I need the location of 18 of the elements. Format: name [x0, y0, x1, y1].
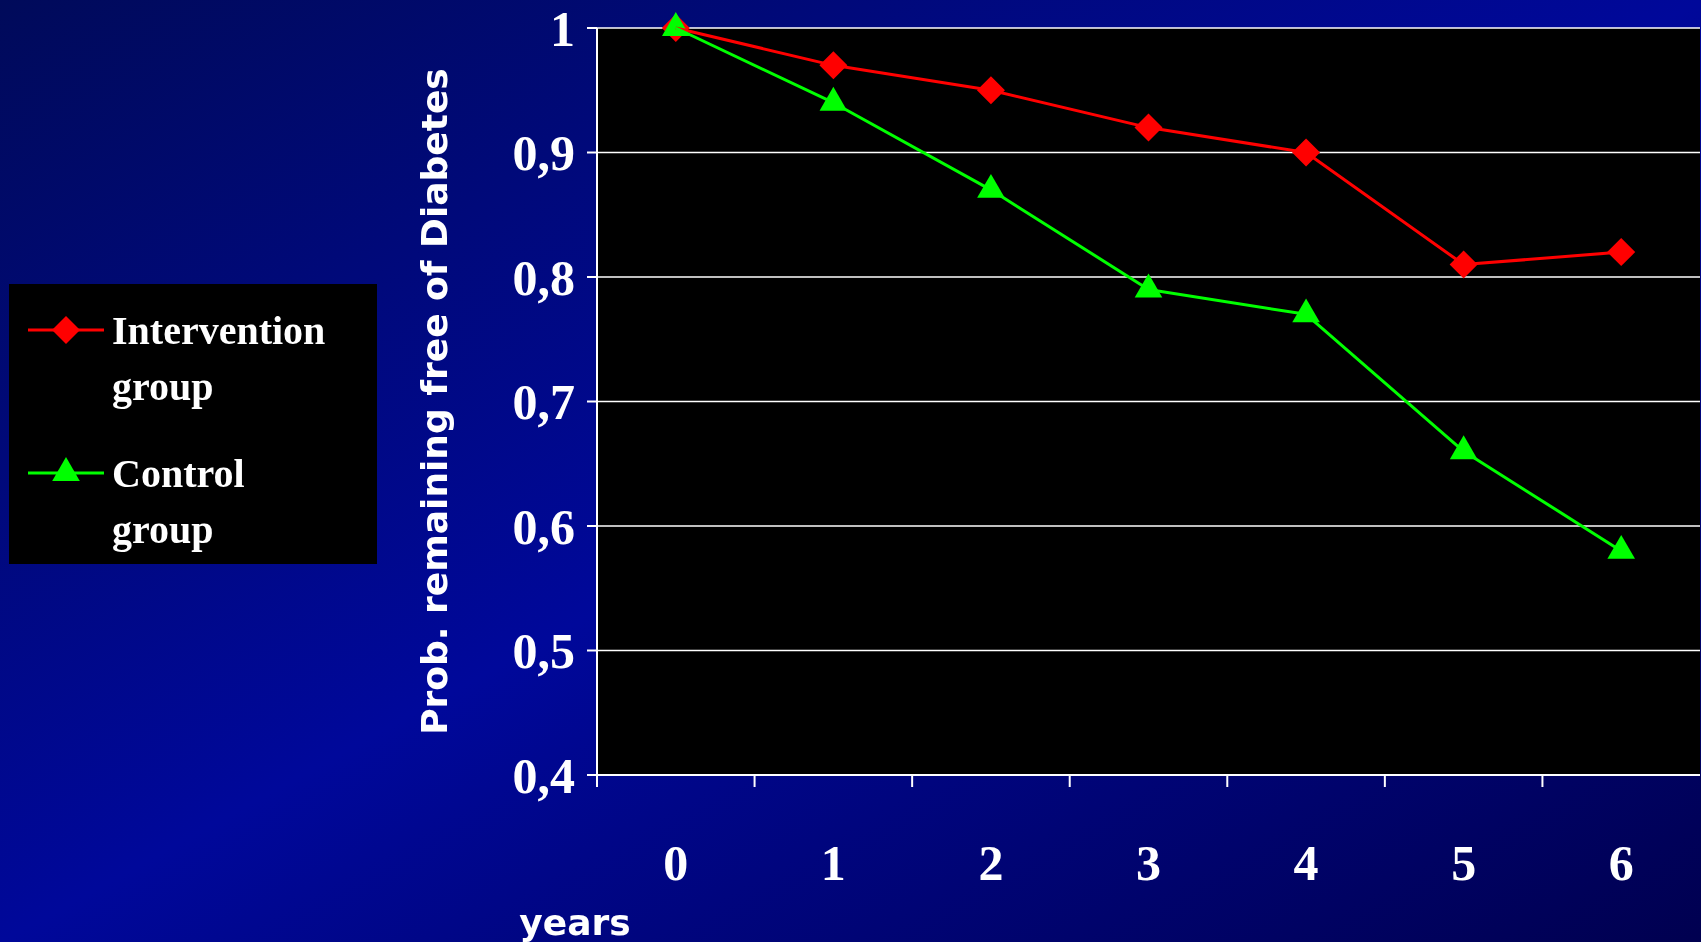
- y-axis-title: Prob. remaining free of Diabetes: [414, 68, 455, 735]
- y-tick-label: 0,4: [512, 747, 575, 804]
- x-tick-label: 1: [820, 835, 846, 891]
- y-tick-label: 1: [550, 0, 575, 57]
- x-tick-label: 6: [1608, 835, 1634, 891]
- y-tick-label: 0,5: [512, 623, 575, 679]
- x-tick-label: 0: [663, 835, 689, 891]
- legend-label: Control group: [112, 451, 245, 552]
- legend-label: Intervention group: [112, 308, 326, 409]
- x-tick-label: 3: [1136, 835, 1161, 891]
- y-tick-label: 0,6: [512, 498, 575, 555]
- y-tick-label: 0,7: [512, 374, 575, 430]
- x-tick-label: 2: [978, 835, 1004, 891]
- x-tick-label: 5: [1451, 835, 1477, 891]
- y-tick-label: 0,8: [512, 249, 575, 306]
- y-tick-label: 0,9: [512, 125, 575, 181]
- x-tick-label: 4: [1293, 835, 1319, 891]
- x-axis-title: years: [519, 902, 631, 942]
